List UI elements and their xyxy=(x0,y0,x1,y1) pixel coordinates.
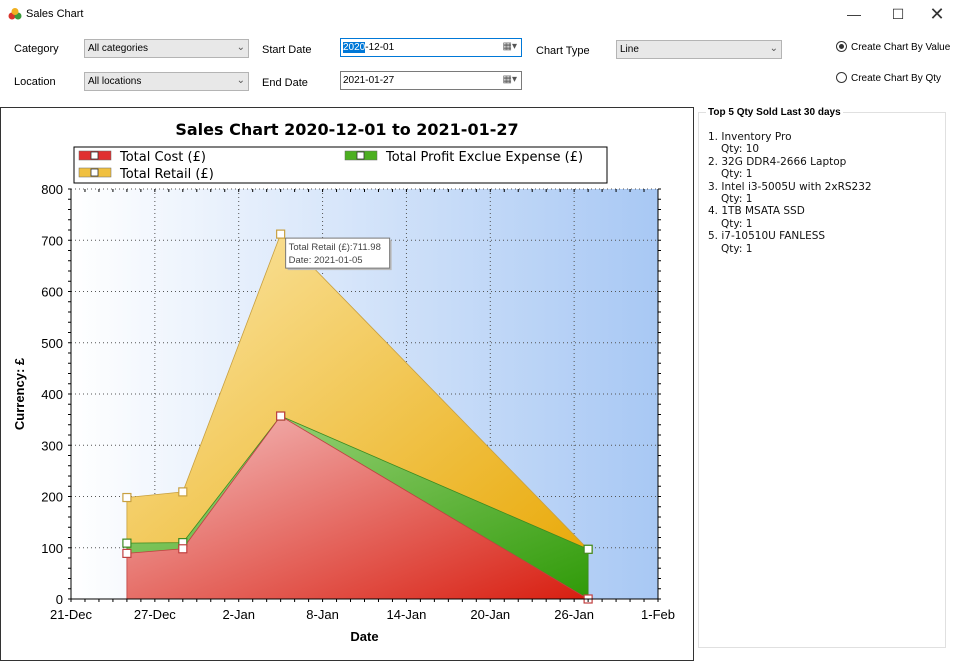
data-point xyxy=(178,487,188,497)
legend-label: Total Retail (£) xyxy=(119,167,214,182)
y-axis-title: Currency: £ xyxy=(12,357,27,430)
chart-title: Sales Chart 2020-12-01 to 2021-01-27 xyxy=(175,120,518,139)
list-item: 1. Inventory Pro Qty: 10 xyxy=(708,131,872,156)
product-name: 5. i7-10510U FANLESS xyxy=(708,230,826,243)
top-sold-list: 1. Inventory Pro Qty: 10 2. 32G DDR4-2666… xyxy=(708,131,872,255)
product-qty: Qty: 1 xyxy=(721,168,753,181)
data-point xyxy=(178,544,188,554)
category-label: Category xyxy=(14,43,59,55)
minimize-button[interactable]: — xyxy=(847,6,861,22)
x-tick-label: 27-Dec xyxy=(134,607,176,622)
panel-title: Top 5 Qty Sold Last 30 days xyxy=(706,107,843,118)
y-tick-label: 200 xyxy=(41,490,63,505)
x-tick-label: 20-Jan xyxy=(470,607,510,622)
product-qty: Qty: 1 xyxy=(721,193,753,206)
legend-marker xyxy=(90,151,99,160)
x-tick-label: 21-Dec xyxy=(50,607,92,622)
product-qty: Qty: 10 xyxy=(721,143,760,156)
location-label: Location xyxy=(14,76,56,88)
x-tick-label: 8-Jan xyxy=(306,607,339,622)
list-item: 3. Intel i3-5005U with 2xRS232 Qty: 1 xyxy=(708,181,872,206)
by-qty-radio[interactable]: Create Chart By Qty xyxy=(836,72,941,84)
radio-unchecked-icon xyxy=(836,72,847,83)
tooltip-line-2: Date: 2021-01-05 xyxy=(289,255,363,266)
end-date-picker[interactable]: 2021-01-27 ▦▾ xyxy=(340,71,522,90)
calendar-dropdown-icon[interactable]: ▦▾ xyxy=(502,41,517,52)
y-tick-label: 500 xyxy=(41,336,63,351)
x-tick-label: 26-Jan xyxy=(554,607,594,622)
product-name: 4. 1TB MSATA SSD xyxy=(708,205,805,218)
y-tick-label: 800 xyxy=(41,182,63,197)
by-qty-label: Create Chart By Qty xyxy=(851,73,942,84)
y-tick-label: 300 xyxy=(41,438,63,453)
product-qty: Qty: 1 xyxy=(721,242,753,255)
tooltip-box xyxy=(285,237,391,269)
calendar-dropdown-icon[interactable]: ▦▾ xyxy=(502,74,517,85)
data-point xyxy=(276,229,286,239)
x-axis-title: Date xyxy=(350,629,378,644)
title-bar: Sales Chart — ☐ ✕ xyxy=(0,0,960,28)
y-tick-label: 700 xyxy=(41,233,63,248)
product-name: 3. Intel i3-5005U with 2xRS232 xyxy=(708,180,872,193)
window-title: Sales Chart xyxy=(26,8,84,20)
maximize-button[interactable]: ☐ xyxy=(891,6,905,22)
location-select[interactable]: All locations ⌄ xyxy=(84,72,249,91)
chevron-down-icon: ⌄ xyxy=(769,43,778,54)
start-date-year-selected: 2020 xyxy=(343,42,366,53)
legend-label: Total Profit Exclue Expense (£) xyxy=(385,150,583,165)
y-tick-label: 100 xyxy=(41,541,63,556)
data-point xyxy=(276,411,286,421)
end-date-value: 2021-01-27 xyxy=(343,75,395,86)
data-point xyxy=(122,492,132,503)
legend-label: Total Cost (£) xyxy=(119,150,206,165)
y-tick-label: 600 xyxy=(41,285,63,300)
list-item: 4. 1TB MSATA SSD Qty: 1 xyxy=(708,205,872,230)
by-value-label: Create Chart By Value xyxy=(851,42,951,53)
category-select[interactable]: All categories ⌄ xyxy=(84,39,249,58)
chart-type-select[interactable]: Line ⌄ xyxy=(616,40,782,59)
product-name: 2. 32G DDR4-2666 Laptop xyxy=(708,155,847,168)
start-date-rest: -12-01 xyxy=(365,42,395,53)
sales-chart: 0 100 200 300 400 500 600 700 800 21-Dec 27-Dec 2-J… xyxy=(12,120,675,644)
y-tick-label: 400 xyxy=(41,387,63,402)
end-date-label: End Date xyxy=(262,77,308,89)
y-tick-label: 0 xyxy=(56,592,63,607)
radio-checked-icon xyxy=(836,41,847,52)
x-tick-label: 1-Feb xyxy=(641,607,675,622)
product-qty: Qty: 1 xyxy=(721,217,753,230)
legend-marker xyxy=(90,168,99,177)
data-point xyxy=(583,544,593,554)
by-value-radio[interactable]: Create Chart By Value xyxy=(836,41,950,53)
data-point xyxy=(122,538,132,548)
data-point xyxy=(122,548,132,558)
app-icon xyxy=(8,8,22,20)
x-tick-label: 2-Jan xyxy=(222,607,255,622)
start-date-picker[interactable]: 2020-12-01 ▦▾ xyxy=(340,38,522,57)
chevron-down-icon: ⌄ xyxy=(236,42,245,53)
location-value: All locations xyxy=(88,76,142,87)
close-button[interactable]: ✕ xyxy=(929,4,945,24)
product-name: 1. Inventory Pro xyxy=(708,131,792,143)
chart-type-label: Chart Type xyxy=(536,45,590,57)
category-value: All categories xyxy=(88,43,149,54)
legend-box xyxy=(73,146,608,184)
tooltip-line-1: Total Retail (£):711.98 xyxy=(289,242,381,253)
start-date-label: Start Date xyxy=(262,44,312,56)
x-tick-label: 14-Jan xyxy=(387,607,427,622)
legend-marker xyxy=(356,151,365,160)
list-item: 2. 32G DDR4-2666 Laptop Qty: 1 xyxy=(708,156,872,181)
chart-type-value: Line xyxy=(620,44,639,55)
chevron-down-icon: ⌄ xyxy=(236,75,245,86)
chart-area: 0 100 200 300 400 500 600 700 800 21-Dec 27-Dec 2-J… xyxy=(0,107,694,661)
list-item: 5. i7-10510U FANLESS Qty: 1 xyxy=(708,230,872,255)
top-sold-panel xyxy=(698,112,946,648)
